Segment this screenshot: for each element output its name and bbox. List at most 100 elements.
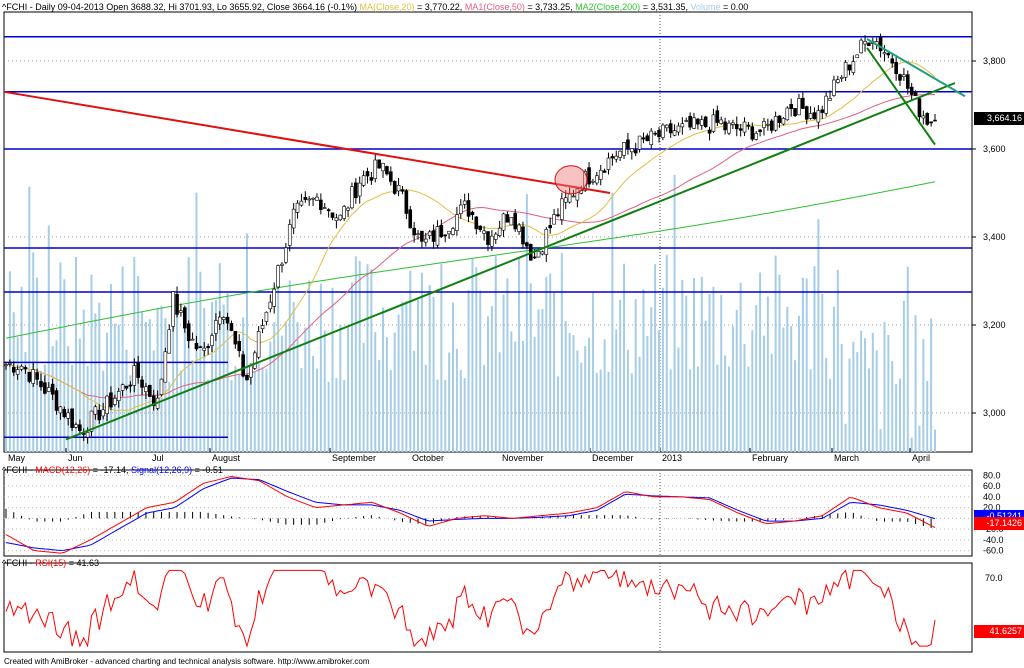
volume-bar: [619, 299, 622, 452]
month-label: Jul: [152, 453, 164, 463]
candle-body: [680, 123, 685, 128]
volume-bar: [825, 357, 828, 452]
candle-body: [661, 124, 665, 138]
volume-bar: [801, 277, 804, 452]
candle-body: [389, 171, 393, 182]
volume-bar: [444, 380, 447, 452]
volume-bar: [665, 254, 668, 452]
volume-bar: [452, 302, 455, 452]
candle-body: [618, 150, 622, 158]
volume-bar: [350, 282, 353, 452]
candle-body: [847, 64, 852, 71]
volume-bar: [739, 282, 742, 452]
candle-body: [563, 197, 568, 203]
volume-bar: [463, 378, 466, 452]
volume-bar: [296, 322, 299, 452]
volume-bar: [879, 429, 882, 452]
candle-body: [707, 129, 712, 134]
volume-bar: [397, 314, 400, 452]
macd-tick-label: 80.0: [983, 470, 1001, 480]
rsi-value-box: 41.6257: [974, 625, 1024, 638]
volume-bar: [331, 287, 334, 452]
volume-bar: [521, 340, 524, 452]
candle-body: [202, 347, 207, 351]
candle-body: [630, 148, 634, 153]
candle-body: [50, 383, 55, 395]
ma200-line: [5, 181, 936, 339]
volume-bar: [930, 318, 933, 452]
volume-bar: [63, 279, 66, 452]
candle-body: [552, 214, 556, 225]
candle-body: [307, 198, 311, 201]
volume-bar: [797, 315, 800, 452]
volume-bar: [514, 341, 517, 452]
candle-body: [859, 39, 863, 54]
candle-body: [525, 242, 529, 247]
ohlc-info: - Daily 09-04-2013 Open 3688.32, Hi 3701…: [29, 2, 357, 12]
volume-bar: [840, 344, 843, 452]
candle-body: [392, 181, 397, 194]
volume-bar: [265, 368, 268, 452]
volume-bar: [836, 269, 839, 452]
candle-body: [797, 98, 801, 116]
volume-bar: [755, 305, 758, 452]
macd-histogram: [5, 508, 932, 529]
candle-body: [128, 384, 133, 387]
signal-legend: Signal(12,26,9): [131, 465, 193, 475]
volume-bar: [580, 362, 583, 452]
ma200-value: = 3,531.35,: [640, 2, 688, 12]
candle-body: [66, 412, 70, 419]
volume-bar: [844, 423, 847, 452]
candle-body: [781, 117, 786, 125]
candle-body: [229, 323, 234, 331]
candle-body: [423, 238, 428, 243]
volume-bar: [786, 306, 789, 452]
volume-bar: [459, 369, 462, 452]
volume-bar: [168, 381, 171, 452]
volume-bar: [389, 370, 392, 452]
candle-body: [824, 95, 828, 114]
candle-body: [455, 214, 459, 231]
volume-bar: [343, 379, 346, 452]
candle-body: [672, 130, 677, 136]
volume-bar: [743, 343, 746, 452]
candle-body: [501, 213, 506, 231]
candle-body: [731, 122, 735, 125]
candle-body: [633, 149, 638, 154]
volume-bar: [720, 295, 723, 452]
candle-body: [252, 352, 257, 369]
volume-bar: [934, 429, 936, 452]
month-label: Jun: [68, 453, 83, 463]
volume-bar: [385, 337, 388, 452]
volume-bar: [735, 309, 738, 452]
candle-body: [330, 212, 335, 218]
volume-bar: [24, 352, 27, 452]
candle-body: [144, 386, 148, 392]
candle-body: [237, 341, 242, 352]
candle-body: [933, 119, 937, 122]
candle-body: [544, 229, 549, 255]
volume-bar: [708, 294, 711, 452]
macd-tick-label: 40.0: [983, 492, 1001, 502]
price-tick-label: 3,600: [983, 144, 1006, 154]
volume-bar: [486, 316, 489, 452]
candle-body: [326, 209, 331, 212]
candle-body: [509, 217, 514, 226]
volume-bar: [747, 366, 750, 452]
volume-bar: [615, 329, 618, 452]
ma50-line: [5, 93, 936, 399]
volume-bar: [650, 307, 653, 452]
volume-bar: [59, 262, 62, 452]
volume-bar: [568, 332, 571, 452]
candle-body: [458, 204, 463, 214]
candle-body: [595, 175, 599, 184]
signal-line: [5, 477, 936, 551]
candle-body: [540, 251, 545, 255]
volume-bar: [109, 283, 112, 452]
volume-bar: [895, 384, 898, 452]
candle-body: [439, 225, 444, 237]
candle-body: [210, 335, 214, 346]
volume-bar: [731, 326, 734, 452]
macd-tick-label: -40.0: [983, 535, 1004, 545]
candle-body: [905, 74, 910, 89]
